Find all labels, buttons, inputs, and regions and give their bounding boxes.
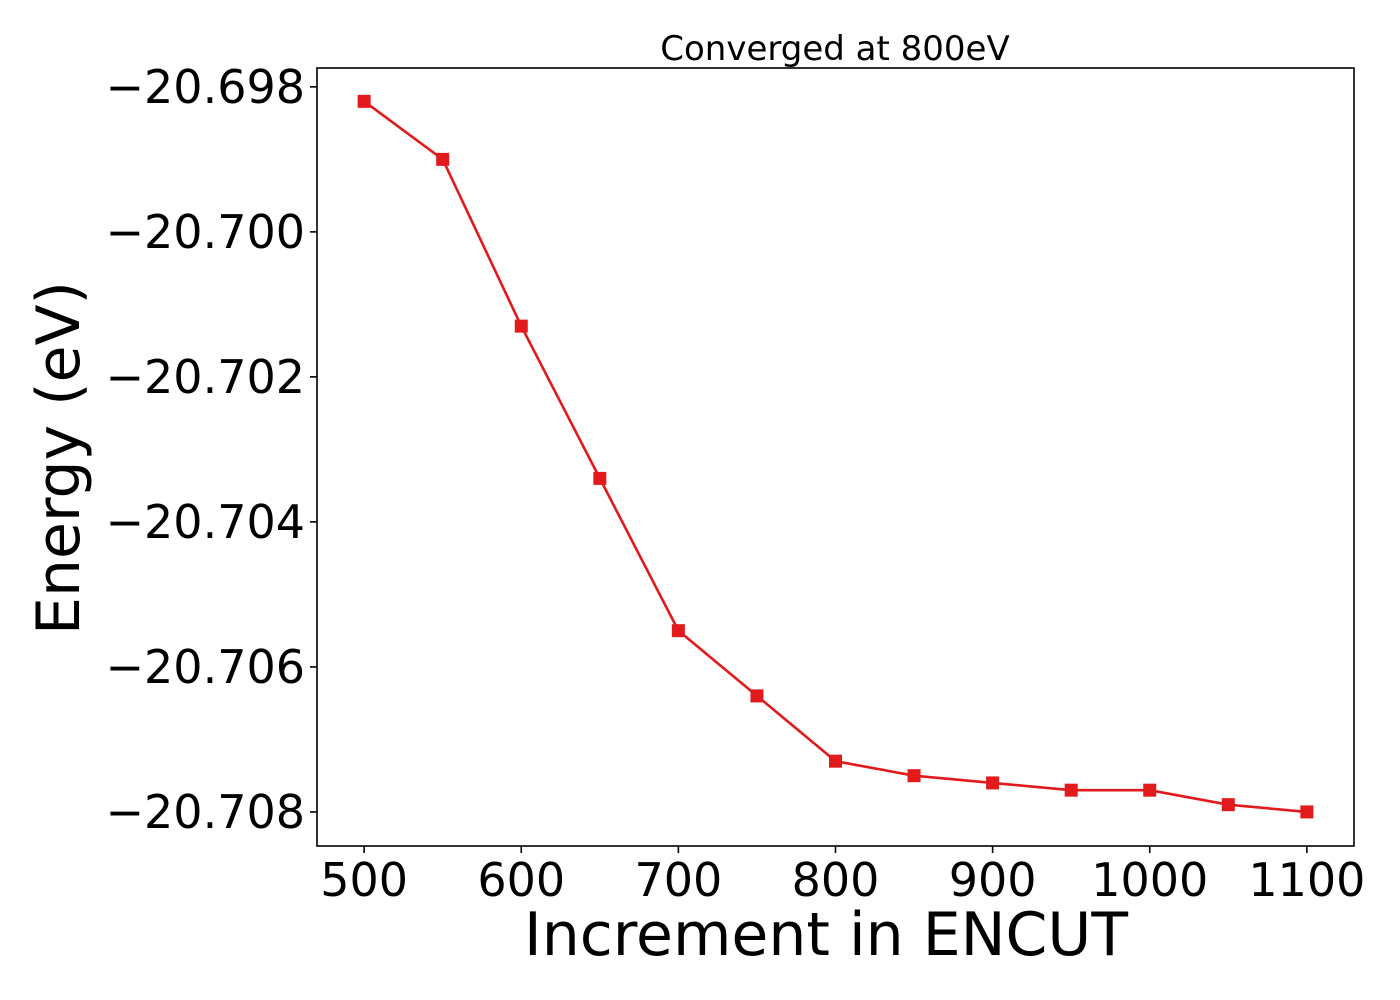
data-point-marker [1064,783,1078,797]
y-axis-title: Energy (eV) [24,281,94,635]
x-tick-label: 500 [320,853,408,907]
y-tick-label: −20.708 [106,785,306,839]
y-tick-label: −20.700 [106,205,306,259]
plot-area [357,94,1314,819]
data-point-marker [671,624,685,638]
data-point-marker [436,152,450,166]
x-tick-label: 900 [949,853,1037,907]
x-tick-label: 700 [634,853,722,907]
chart-title: Converged at 800eV [660,29,1009,69]
y-axis-ticks: −20.698 −20.700 −20.702 −20.704 −20.706 −20.7… [106,60,317,839]
y-tick-label: −20.706 [106,640,306,694]
data-point-marker [750,689,764,703]
data-point-marker [986,776,1000,790]
x-tick-label: 800 [792,853,880,907]
data-point-marker [907,769,921,783]
plot-frame [316,67,1355,847]
x-tick-label: 600 [477,853,565,907]
data-point-marker [1143,783,1157,797]
data-point-marker [357,94,371,108]
x-axis-ticks: 500 600 700 800 900 1000 1100 [320,846,1365,907]
data-point-marker [593,471,607,485]
y-tick-label: −20.702 [106,350,306,404]
y-tick-label: −20.704 [106,495,306,549]
data-point-marker [829,754,842,768]
data-point-marker [1221,798,1235,812]
x-tick-label: 1100 [1248,853,1365,907]
y-tick-label: −20.698 [106,60,306,114]
data-point-marker [1300,805,1314,819]
x-tick-label: 1000 [1091,853,1208,907]
data-point-marker [514,319,528,333]
x-axis-title: Increment in ENCUT [524,900,1128,970]
